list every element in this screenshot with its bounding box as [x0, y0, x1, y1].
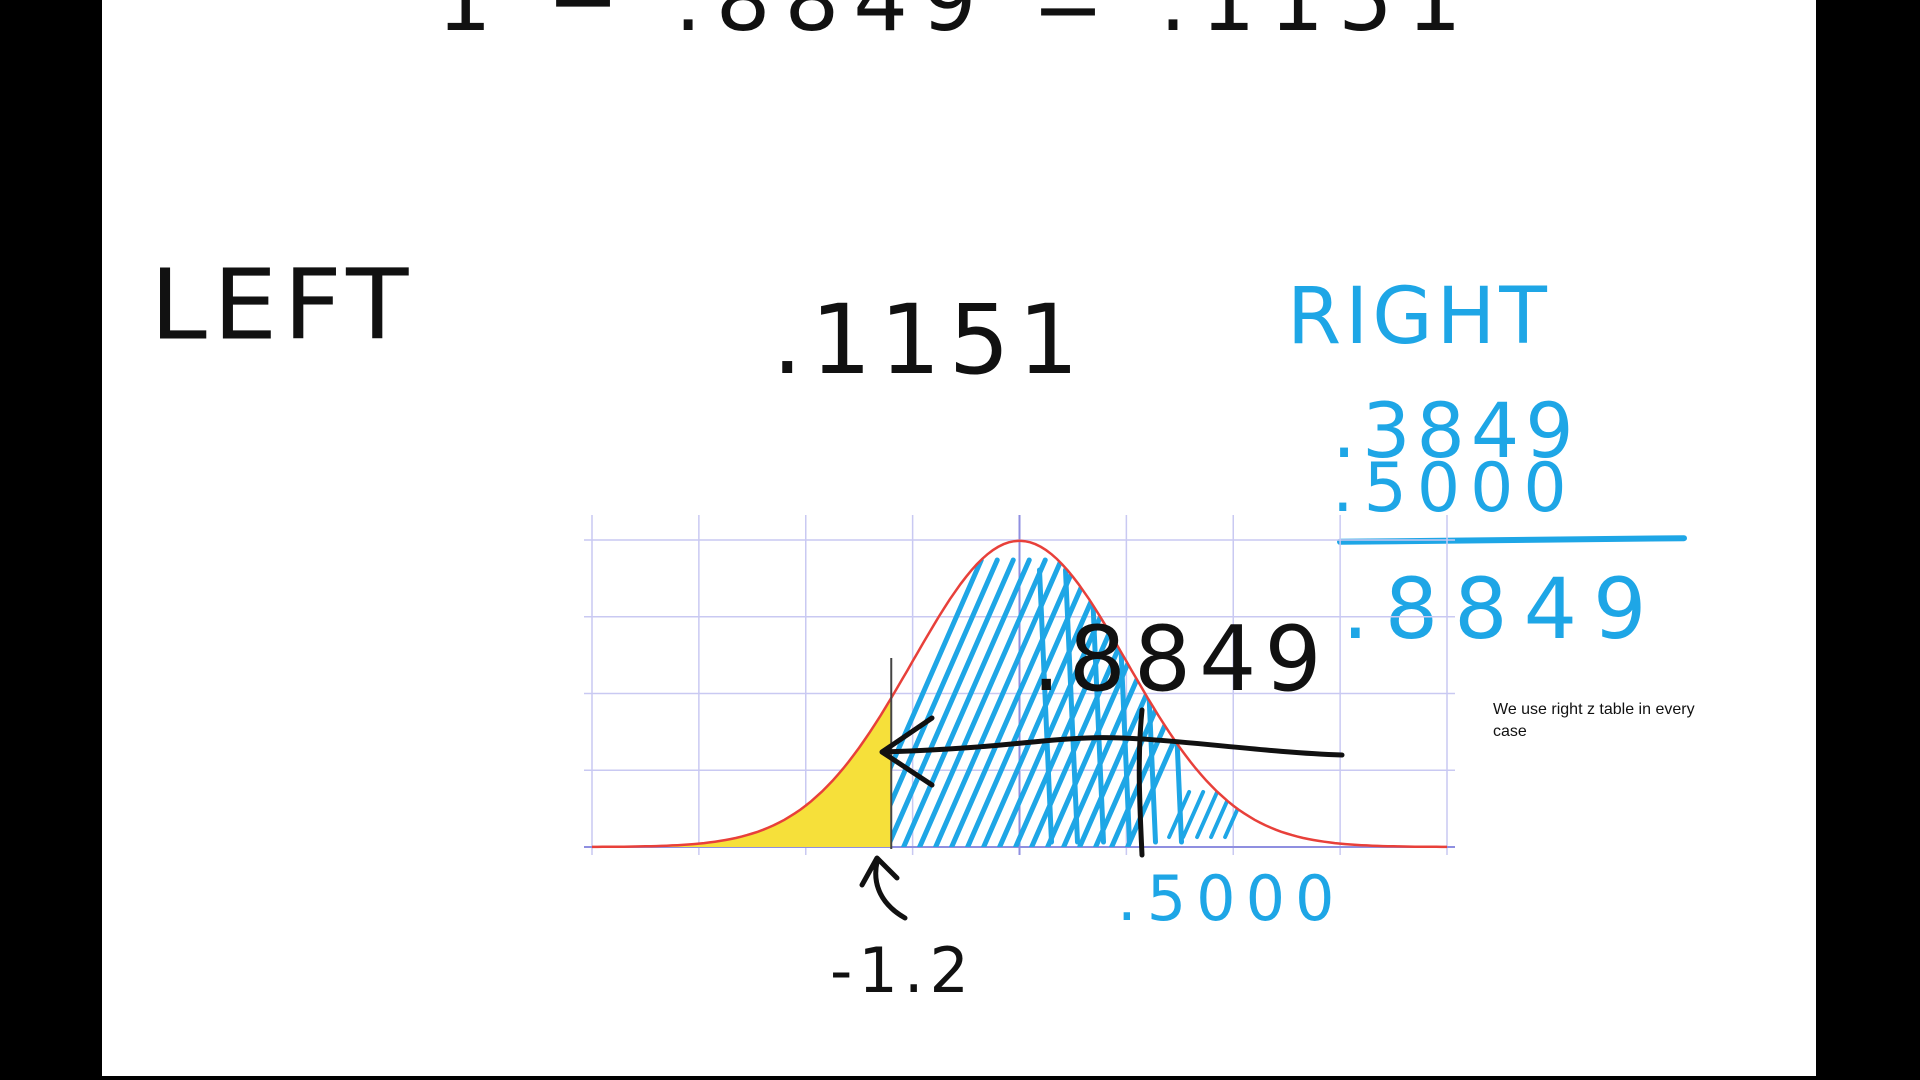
half-label: .5000: [1117, 862, 1345, 935]
hatch-stroke: [960, 557, 1096, 847]
hatch-stroke: [891, 557, 984, 847]
hatch-stroke: [1223, 790, 1248, 839]
sum-addend-2: .5000: [1332, 449, 1577, 528]
hatch-stroke: [1195, 790, 1220, 839]
arrow-left-icon: [879, 715, 1345, 788]
hatch-stroke: [944, 557, 1080, 847]
whiteboard: 1 − .8849 = .1151 LEFT .1151 RIGHT .3849…: [102, 0, 1816, 1076]
left-tail-fill: [592, 697, 892, 847]
top-equation: 1 − .8849 = .1151: [437, 0, 1476, 51]
half-divider-line: [1136, 707, 1145, 858]
hatch-stroke: [1063, 567, 1080, 845]
hatch-stroke: [896, 557, 1032, 847]
sum-addend-1: .3849: [1332, 386, 1580, 475]
hatch-stroke: [891, 557, 1000, 847]
left-heading: LEFT: [150, 248, 415, 363]
area-label: .8849: [1032, 607, 1330, 712]
arrow-up-icon: [859, 855, 908, 921]
z-score-label: -1.2: [830, 934, 975, 1007]
normal-curve-graph: [584, 515, 1455, 921]
hatch-stroke: [891, 557, 1016, 847]
bell-curve: [592, 539, 1447, 849]
hatch-stroke: [1167, 790, 1192, 839]
hatch-stroke: [1037, 567, 1054, 845]
note-text: We use right z table in every case: [1493, 701, 1695, 740]
hatch-stroke: [1089, 567, 1106, 845]
shaded-hatching: [891, 557, 1256, 847]
hatch-stroke: [912, 557, 1048, 847]
sum-result: .8849: [1342, 560, 1663, 658]
hatch-stroke: [1181, 790, 1206, 839]
middle-value: .1151: [772, 284, 1087, 396]
right-heading: RIGHT: [1287, 272, 1551, 362]
